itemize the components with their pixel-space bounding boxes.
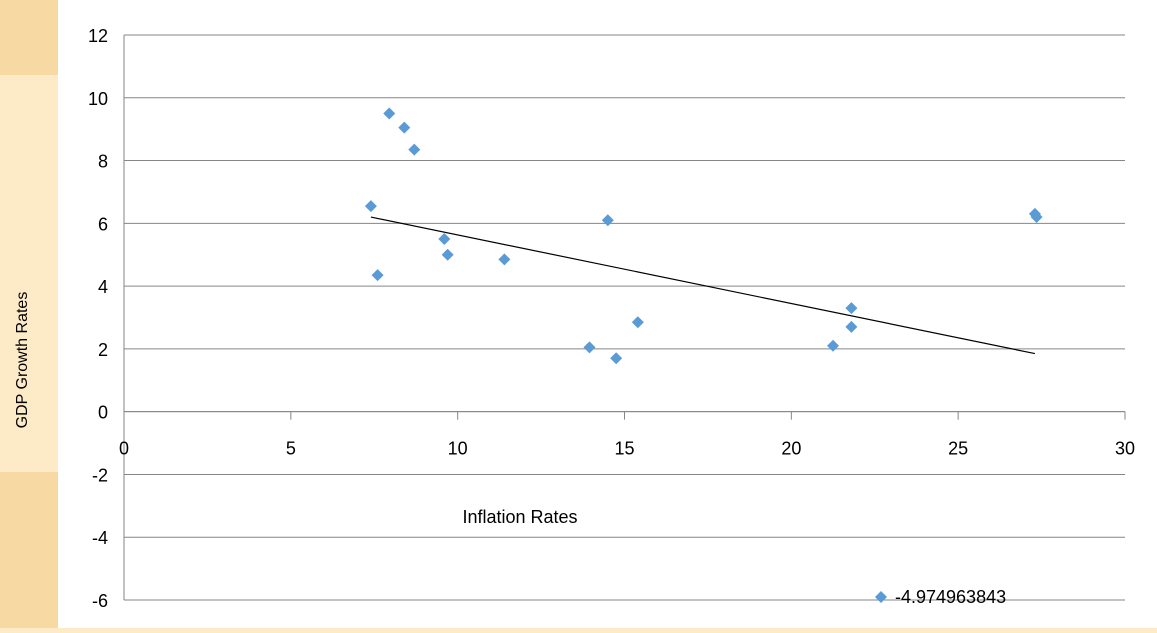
y-tick-label: -2: [92, 465, 108, 485]
y-tick-label: 10: [88, 89, 108, 109]
data-point: [631, 316, 644, 329]
x-tick-label: 15: [614, 439, 634, 459]
y-tick-label: -6: [92, 591, 108, 611]
x-tick-label: 10: [448, 439, 468, 459]
x-tick-label: 0: [119, 439, 129, 459]
data-point: [383, 107, 396, 120]
y-tick-label: 12: [88, 26, 108, 46]
legend-marker: [875, 591, 887, 603]
x-tick-label: 5: [286, 439, 296, 459]
data-point: [827, 339, 840, 352]
data-point: [583, 341, 596, 354]
data-point: [1030, 211, 1043, 224]
background-band-bottom: [0, 472, 58, 628]
y-tick-label: 6: [98, 214, 108, 234]
y-tick-label: 0: [98, 403, 108, 423]
data-point: [845, 302, 858, 315]
data-point: [845, 320, 858, 333]
data-point: [438, 233, 451, 246]
data-point: [601, 214, 614, 227]
y-tick-label: -4: [92, 528, 108, 548]
trendline: [370, 216, 1036, 355]
data-point: [398, 121, 411, 134]
data-point: [498, 253, 511, 266]
x-tick-label: 20: [781, 439, 801, 459]
chart-background: [58, 0, 1157, 628]
data-point: [408, 143, 421, 156]
y-tick-label: 4: [98, 277, 108, 297]
background-band-top: [0, 0, 58, 75]
y-tick-label: 8: [98, 152, 108, 172]
data-point: [364, 200, 377, 213]
data-point: [371, 269, 384, 282]
x-tick-label: 30: [1115, 439, 1135, 459]
data-point: [441, 248, 454, 261]
legend-entry: -4.974963843: [895, 587, 1006, 607]
y-tick-label: 2: [98, 340, 108, 360]
data-point: [610, 352, 623, 365]
x-axis-label: Inflation Rates: [462, 507, 577, 527]
y-axis-label: GDP Growth Rates: [14, 292, 31, 429]
x-tick-label: 25: [948, 439, 968, 459]
legend: -4.974963843: [875, 587, 1006, 607]
